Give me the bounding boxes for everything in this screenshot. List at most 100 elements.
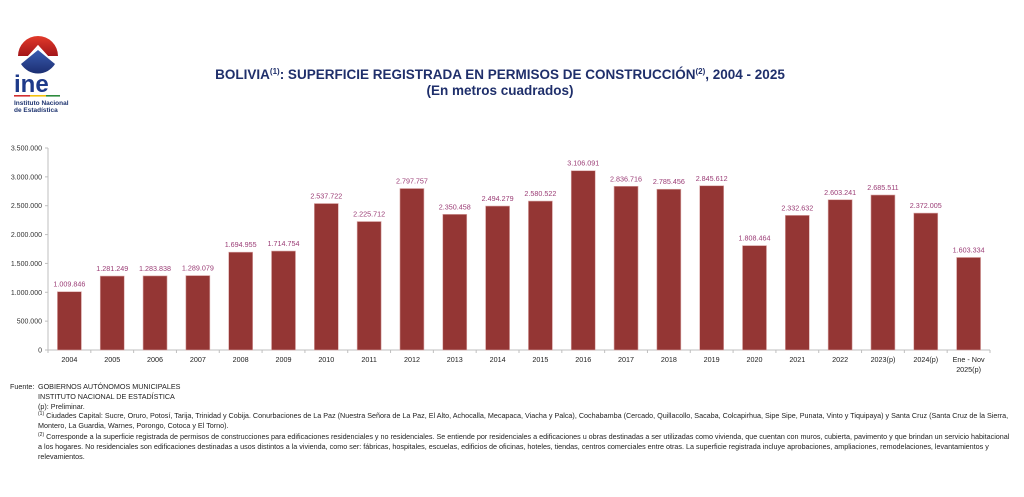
data-label: 1.281.249 — [96, 264, 128, 273]
x-tick-label: 2019 — [704, 355, 720, 364]
footnote-2: (2) Corresponde a la superficie registra… — [10, 432, 1015, 461]
x-tick-label: 2005 — [104, 355, 120, 364]
data-label: 2.685.511 — [867, 183, 898, 192]
footnote-1-marker: (1) — [38, 411, 45, 418]
bar — [485, 205, 510, 351]
x-tick-label: 2021 — [789, 355, 805, 364]
data-label: 2.845.612 — [696, 174, 728, 183]
data-label: 3.106.091 — [567, 159, 599, 168]
y-tick-label: 3.500.000 — [11, 146, 42, 153]
bar — [785, 215, 810, 351]
x-tick-label: 2016 — [575, 355, 591, 364]
x-tick-label: 2013 — [447, 355, 463, 364]
data-labels: 1.009.846 1.281.249 1.283.838 1.289.079 1.69… — [53, 159, 984, 289]
bar — [314, 203, 339, 351]
logo-subtitle: Instituto Nacional de Estadística — [14, 100, 69, 114]
data-label: 2.785.456 — [653, 177, 685, 186]
x-tick-label: 2012 — [404, 355, 420, 364]
footnote-1-text: Ciudades Capital: Sucre, Oruro, Potosí, … — [38, 411, 1009, 431]
bar — [185, 275, 211, 351]
bar — [870, 194, 896, 351]
x-tick-label: 2015 — [532, 355, 548, 364]
x-tick-label: 2009 — [276, 355, 292, 364]
bar — [142, 275, 168, 351]
data-label: 1.009.846 — [53, 280, 85, 289]
bar — [913, 212, 939, 351]
data-label: 2.603.241 — [824, 188, 856, 197]
data-label: 2.836.716 — [610, 174, 642, 183]
data-label: 2.797.757 — [396, 177, 428, 186]
title-part2: : SUPERFICIE REGISTRADA EN PERMISOS DE C… — [279, 67, 696, 82]
x-tick-label: 2020 — [747, 355, 763, 364]
logo-text: ine — [14, 71, 49, 98]
bar — [399, 188, 425, 351]
x-tick-label: 2017 — [618, 355, 634, 364]
x-tick-label: 2004 — [61, 355, 77, 364]
logo-subtitle-line1: Instituto Nacional — [14, 100, 69, 107]
bars — [57, 170, 981, 351]
x-tick-label: 2014 — [490, 355, 506, 364]
data-label: 1.694.955 — [225, 240, 257, 249]
bar — [271, 250, 296, 351]
data-label: 2.537.722 — [310, 192, 342, 201]
data-label: 1.714.754 — [268, 239, 300, 248]
bar — [570, 170, 596, 351]
ine-logo: ine — [14, 36, 60, 98]
bar — [613, 185, 639, 351]
title-part3: , 2004 - 2025 — [705, 67, 785, 82]
x-axis: 2004 2005 2006 2007 2008 2009 2010 2011 2012 2013… — [47, 349, 991, 374]
y-tick-label: 3.000.000 — [11, 174, 42, 181]
chart-title-block: BOLIVIA(1): SUPERFICIE REGISTRADA EN PER… — [0, 67, 1000, 99]
data-label: 2.372.005 — [910, 201, 942, 210]
logo-subtitle-line2: de Estadística — [14, 107, 58, 114]
footnote-2-text: Corresponde a la superficie registrada d… — [38, 431, 1010, 461]
bar — [442, 214, 468, 351]
title-footnote-2: (2) — [695, 67, 706, 76]
y-tick-label: 1.000.000 — [11, 290, 42, 297]
bar — [699, 185, 724, 351]
footnote-1: (1) Ciudades Capital: Sucre, Oruro, Poto… — [10, 411, 1015, 431]
x-tick-label: 2006 — [147, 355, 163, 364]
title-footnote-1: (1) — [269, 67, 280, 76]
x-tick-label: Ene - Nov — [953, 355, 985, 364]
x-tick-label: 2024(p) — [913, 355, 938, 364]
data-label: 1.289.079 — [182, 264, 214, 273]
preliminary-note: (p): Preliminar. — [38, 401, 85, 411]
x-tick-label: 2022 — [832, 355, 848, 364]
y-axis: 0 500.000 1.000.000 1.500.000 2.000.000 2.500… — [11, 146, 49, 355]
data-label: 2.580.522 — [524, 189, 556, 198]
bar-chart: 0 500.000 1.000.000 1.500.000 2.000.000 2.500… — [11, 146, 991, 374]
data-label: 2.494.279 — [482, 194, 514, 203]
footnotes: Fuente: GOBIERNOS AUTÓNOMOS MUNICIPALES … — [10, 382, 1015, 461]
bar — [956, 257, 981, 351]
x-tick-label: 2011 — [361, 355, 376, 364]
bar — [742, 245, 767, 351]
mountain-emblem-icon — [18, 36, 58, 74]
bar — [57, 291, 82, 351]
source-line1: GOBIERNOS AUTÓNOMOS MUNICIPALES — [38, 382, 181, 391]
y-tick-label: 2.500.000 — [11, 203, 42, 210]
bar — [827, 199, 853, 351]
bar — [99, 275, 125, 351]
data-label: 1.603.334 — [953, 245, 985, 254]
y-tick-label: 2.000.000 — [11, 232, 42, 239]
y-tick-label: 0 — [38, 348, 42, 355]
data-label: 2.332.632 — [781, 203, 813, 212]
bar — [656, 188, 682, 351]
x-tick-label: 2025(p) — [956, 365, 981, 374]
y-tick-label: 500.000 — [17, 319, 42, 326]
data-label: 2.225.712 — [353, 210, 385, 219]
bar — [228, 251, 253, 351]
y-tick-label: 1.500.000 — [11, 261, 42, 268]
x-tick-label: 2010 — [318, 355, 334, 364]
data-label: 2.350.458 — [439, 202, 471, 211]
x-tick-label: 2007 — [190, 355, 206, 364]
footnote-2-marker: (2) — [38, 431, 45, 438]
bar — [528, 200, 553, 351]
source-label: Fuente: — [10, 382, 35, 391]
x-tick-label: 2018 — [661, 355, 677, 364]
bar — [356, 221, 382, 351]
data-label: 1.283.838 — [139, 264, 171, 273]
data-label: 1.808.464 — [739, 234, 771, 243]
x-tick-label: 2008 — [233, 355, 249, 364]
